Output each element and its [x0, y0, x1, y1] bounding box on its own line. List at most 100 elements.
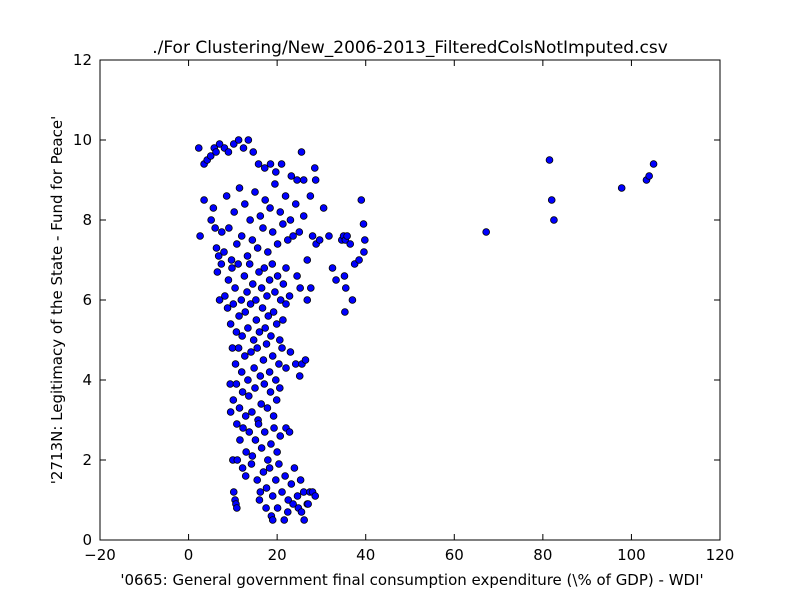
data-point [311, 176, 320, 184]
data-points [194, 136, 658, 524]
data-point [283, 236, 292, 244]
data-point [241, 352, 249, 360]
data-point [260, 428, 269, 436]
x-tick-label: −20 [84, 546, 116, 564]
data-point [263, 292, 271, 300]
data-point [278, 488, 286, 496]
data-point [246, 216, 254, 224]
data-point [359, 220, 368, 228]
data-point [235, 312, 243, 320]
data-point [282, 264, 290, 272]
data-point [282, 300, 290, 308]
data-point [248, 280, 257, 288]
data-point [265, 464, 274, 472]
data-point [293, 492, 302, 500]
data-point [297, 508, 306, 516]
data-point [257, 284, 266, 292]
data-point [269, 412, 278, 420]
data-point [248, 236, 257, 244]
data-point [214, 252, 223, 260]
data-point [234, 344, 243, 352]
data-point [253, 244, 262, 252]
data-point [279, 280, 288, 288]
data-point [228, 264, 236, 272]
data-point [245, 392, 253, 400]
data-point [265, 276, 274, 284]
data-point [262, 504, 270, 512]
data-point [248, 452, 257, 460]
data-point [232, 380, 241, 388]
data-point [224, 276, 233, 284]
data-point [248, 408, 256, 416]
data-point [235, 184, 244, 192]
data-point [272, 476, 280, 484]
data-point [271, 288, 279, 296]
data-point [247, 460, 256, 468]
data-point [260, 164, 269, 172]
data-point [229, 488, 238, 496]
data-point [268, 228, 277, 236]
data-point [269, 308, 278, 316]
data-point [315, 236, 324, 244]
data-point [222, 192, 231, 200]
x-tick-label: 20 [268, 546, 287, 564]
data-point [247, 348, 255, 356]
data-point [241, 412, 250, 420]
data-point [243, 288, 251, 296]
data-point [285, 292, 294, 300]
data-point [289, 500, 297, 508]
data-point [252, 296, 260, 304]
data-point [287, 480, 296, 488]
data-point [234, 136, 243, 144]
data-point [237, 296, 246, 304]
data-point [281, 472, 289, 480]
data-point [230, 208, 238, 216]
data-point [200, 196, 208, 204]
data-point [245, 260, 254, 268]
data-point [226, 320, 235, 328]
data-point [234, 260, 242, 268]
data-point [272, 376, 280, 384]
data-point [249, 148, 258, 156]
data-point [275, 336, 284, 344]
data-point [289, 232, 297, 240]
data-point [212, 148, 220, 156]
data-point [233, 456, 242, 464]
data-point [225, 224, 233, 232]
data-point [268, 492, 277, 500]
data-point [228, 344, 237, 352]
data-point [251, 188, 259, 196]
data-point [241, 200, 249, 208]
data-point [361, 236, 369, 244]
data-point [227, 256, 236, 264]
data-point [259, 224, 267, 232]
data-point [240, 272, 249, 280]
data-point [281, 192, 290, 200]
data-point [239, 144, 248, 152]
data-point [355, 256, 363, 264]
data-point [283, 508, 292, 516]
data-point [303, 296, 312, 304]
data-point [282, 364, 290, 372]
data-point [241, 308, 250, 316]
data-point [276, 296, 285, 304]
data-point [346, 240, 355, 248]
data-point [226, 380, 235, 388]
data-point [340, 272, 349, 280]
data-point [235, 404, 244, 412]
data-point [245, 428, 254, 436]
data-point [306, 192, 315, 200]
data-point [250, 364, 258, 372]
y-tick-label: 2 [82, 451, 92, 469]
data-point [264, 456, 272, 464]
data-point [293, 176, 301, 184]
data-point [224, 148, 233, 156]
x-tick-label: 40 [356, 546, 375, 564]
data-point [212, 244, 221, 252]
data-point [267, 440, 275, 448]
data-point [357, 196, 366, 204]
data-point [254, 420, 263, 428]
data-point [297, 148, 306, 156]
data-point [263, 404, 272, 412]
data-point [276, 432, 285, 440]
